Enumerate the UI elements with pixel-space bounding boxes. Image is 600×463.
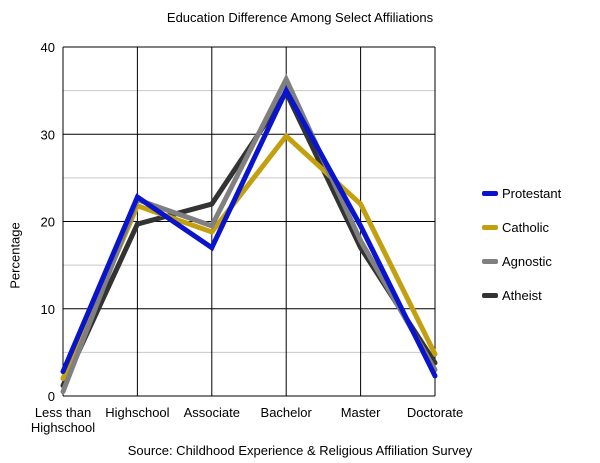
y-tick-label: 30 [41, 127, 55, 142]
legend-label-agnostic: Agnostic [502, 253, 552, 269]
y-tick-label: 10 [41, 302, 55, 317]
y-tick-label: 0 [48, 389, 55, 404]
x-tick-label: Master [341, 405, 381, 420]
series-line-protestant [60, 85, 438, 379]
legend-swatch-protestant [482, 190, 498, 196]
legend-label-protestant: Protestant [502, 185, 562, 201]
y-tick-label: 40 [41, 40, 55, 55]
x-tick-label: Associate [184, 405, 240, 420]
source-caption: Source: Childhood Experience & Religious… [127, 443, 473, 458]
legend-item: Atheist [482, 278, 561, 312]
legend-label-catholic: Catholic [502, 219, 549, 235]
x-tick-label: Doctorate [407, 405, 463, 420]
legend-swatch-catholic [482, 224, 498, 230]
x-tick-label: Bachelor [261, 405, 313, 420]
legend-label-atheist: Atheist [502, 287, 542, 303]
legend-swatch-agnostic [482, 258, 498, 264]
chart-title: Education Difference Among Select Affili… [166, 10, 434, 25]
legend: Protestant Catholic Agnostic Atheist [482, 176, 561, 312]
legend-swatch-atheist [482, 292, 498, 298]
y-tick-label: 20 [41, 215, 55, 230]
legend-item: Catholic [482, 210, 561, 244]
legend-item: Protestant [482, 176, 561, 210]
legend-item: Agnostic [482, 244, 561, 278]
x-tick-label: Highschool [105, 405, 169, 420]
x-tick-label: Less than Highschool [31, 405, 95, 435]
